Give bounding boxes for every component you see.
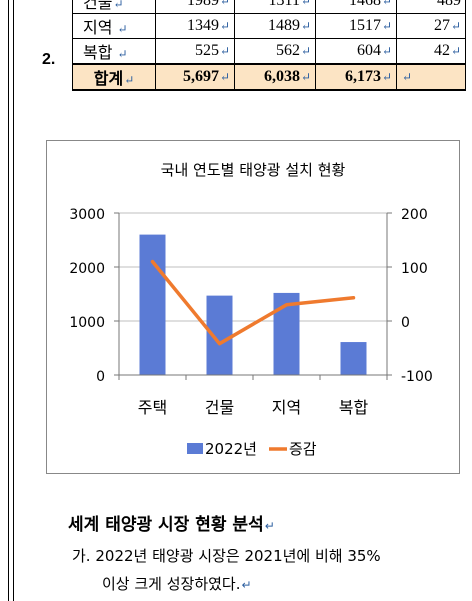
data-table: 건물↵ 1989↵ 1311↵ 1468↵ 489 지역 ↵ 1349↵ 148… — [72, 0, 466, 91]
left-tick-label: 1000 — [69, 315, 105, 331]
line-point — [352, 296, 355, 300]
page-margin-line — [8, 0, 9, 601]
legend-swatch-bar — [187, 443, 203, 454]
right-tick-label: 100 — [401, 261, 428, 277]
total-cell: 6,173 — [344, 68, 381, 85]
category-label: 복합 — [339, 398, 369, 417]
combo-chart: 국내 연도별 태양광 설치 현황 3000 200 2000 100 1000 0 0 -10… — [69, 161, 432, 458]
section-number: 2. — [42, 51, 56, 68]
table-cell: 1489 — [267, 17, 300, 34]
table-cell: 27 — [433, 17, 450, 34]
chart-line — [150, 259, 356, 346]
section-heading: 세계 태양광 시장 현황 분석↵ — [68, 515, 275, 535]
left-tick-label: 3000 — [69, 207, 105, 223]
right-tick-label: -100 — [401, 369, 433, 385]
table-row: 복합 ↵ 525↵ 562↵ 604↵ 42↵ — [72, 38, 466, 65]
chart-frame[interactable]: 국내 연도별 태양광 설치 현황 3000 200 2000 100 1000 0 0 -10… — [46, 140, 460, 474]
right-tick-label: 0 — [401, 315, 410, 331]
page-margin-line-inner — [13, 0, 14, 601]
table-row: 지역 ↵ 1349↵ 1489↵ 1517↵ 27↵ — [72, 13, 466, 39]
table-cell: 1311 — [268, 0, 300, 9]
paragraph: 가. 2022년 태양광 시장은 2021년에 비해 35% 이상 크게 성장하… — [72, 547, 381, 593]
bar — [206, 295, 233, 375]
table-cell: 1349 — [186, 17, 219, 34]
right-tick-label: 200 — [401, 207, 428, 223]
left-tick-label: 2000 — [69, 261, 105, 277]
table-cell: 489 — [437, 0, 461, 9]
total-cell: 5,697 — [182, 68, 219, 85]
table-cell: 1517 — [348, 17, 381, 34]
line-series — [150, 259, 356, 346]
paragraph-line: 2022년 태양광 시장은 2021년에 비해 35% — [95, 547, 381, 565]
category-label: 주택 — [138, 398, 167, 417]
line-point — [285, 303, 288, 307]
category-label: 건물 — [205, 398, 234, 417]
total-row: 합계↵ 5,697↵ 6,038↵ 6,173↵ ↵ — [72, 63, 466, 91]
total-label: 합계 — [93, 71, 124, 88]
heading-text: 세계 태양광 시장 현황 분석 — [68, 515, 264, 535]
table-cell: 건물 — [83, 0, 113, 12]
list-marker: 가. — [72, 547, 91, 565]
table-cell: 1989 — [186, 0, 219, 9]
left-tick-label: 0 — [96, 369, 105, 385]
table-row: 건물↵ 1989↵ 1311↵ 1468↵ 489 — [72, 0, 466, 14]
row-label: 복합 — [83, 45, 113, 62]
chart-bars — [139, 234, 367, 375]
category-label: 지역 — [272, 398, 301, 417]
table-cell: 1468 — [348, 0, 381, 9]
total-cell: 6,038 — [263, 68, 300, 85]
table-cell: 604 — [356, 42, 381, 59]
bar — [340, 342, 367, 375]
table-cell: 562 — [275, 42, 300, 59]
row-label: 지역 — [83, 20, 113, 37]
chart-legend: 2022년 증감 — [187, 440, 317, 458]
line-point — [218, 342, 221, 346]
line-point — [151, 260, 154, 264]
chart-title: 국내 연도별 태양광 설치 현황 — [161, 161, 346, 179]
chart-axes: 3000 200 2000 100 1000 0 0 -100 주택 건물 지역 복합 — [69, 207, 432, 417]
legend-label: 2022년 — [205, 440, 257, 458]
table-cell: 42 — [433, 42, 450, 59]
bar — [139, 234, 166, 375]
table-cell: 525 — [194, 42, 219, 59]
legend-label: 증감 — [289, 440, 317, 458]
paragraph-line: 이상 크게 성장하였다. — [102, 575, 241, 593]
